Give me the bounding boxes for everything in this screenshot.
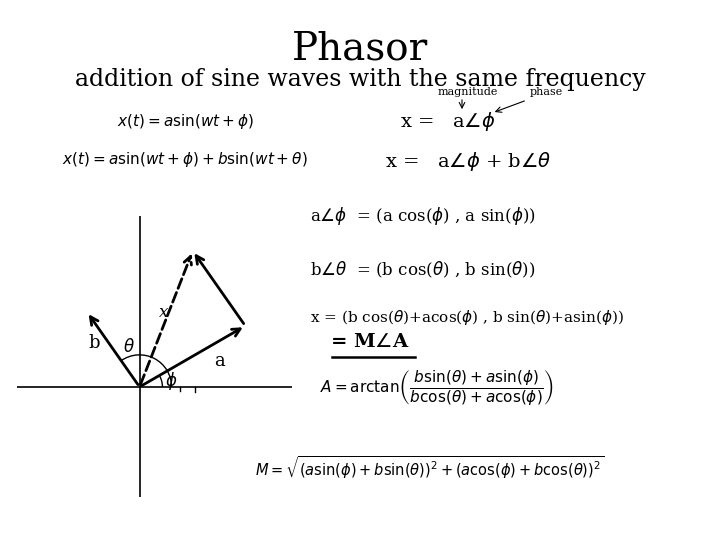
Text: magnitude: magnitude — [438, 87, 498, 97]
Text: $x(t)= a\sin(wt+\phi)$: $x(t)= a\sin(wt+\phi)$ — [117, 112, 253, 131]
Text: a: a — [214, 352, 225, 370]
Text: b: b — [89, 334, 100, 352]
Text: $x(t)= a\sin(wt+\phi)+b\sin(wt+\theta)$: $x(t)= a\sin(wt+\phi)+b\sin(wt+\theta)$ — [62, 150, 308, 169]
Text: addition of sine waves with the same frequency: addition of sine waves with the same fre… — [75, 68, 645, 91]
Text: $A=\arctan\!\left(\dfrac{b\sin(\theta)+a\sin(\phi)}{b\cos(\theta)+a\cos(\phi)}\r: $A=\arctan\!\left(\dfrac{b\sin(\theta)+a… — [320, 368, 554, 407]
Text: Phasor: Phasor — [292, 30, 428, 67]
Text: phase: phase — [530, 87, 563, 97]
Text: $\phi$: $\phi$ — [165, 370, 178, 392]
Text: b$\angle\theta$  = (b cos($\theta$) , b sin($\theta$)): b$\angle\theta$ = (b cos($\theta$) , b s… — [310, 260, 536, 280]
Text: a$\angle\phi$  = (a cos($\phi$) , a sin($\phi$)): a$\angle\phi$ = (a cos($\phi$) , a sin($… — [310, 205, 536, 227]
Text: $\theta$: $\theta$ — [122, 338, 135, 356]
Text: x =   a$\angle\phi$ + b$\angle\theta$: x = a$\angle\phi$ + b$\angle\theta$ — [385, 150, 552, 173]
Text: x = (b cos($\theta$)+acos($\phi$) , b sin($\theta$)+asin($\phi$)): x = (b cos($\theta$)+acos($\phi$) , b si… — [310, 308, 624, 327]
Text: $M=\sqrt{(a\sin(\phi)+b\sin(\theta))^2+(a\cos(\phi)+b\cos(\theta))^2}$: $M=\sqrt{(a\sin(\phi)+b\sin(\theta))^2+(… — [255, 455, 604, 481]
Text: x =   a$\angle\phi$: x = a$\angle\phi$ — [400, 110, 495, 133]
Text: = M$\angle$A: = M$\angle$A — [330, 333, 410, 351]
Text: x: x — [159, 304, 168, 321]
